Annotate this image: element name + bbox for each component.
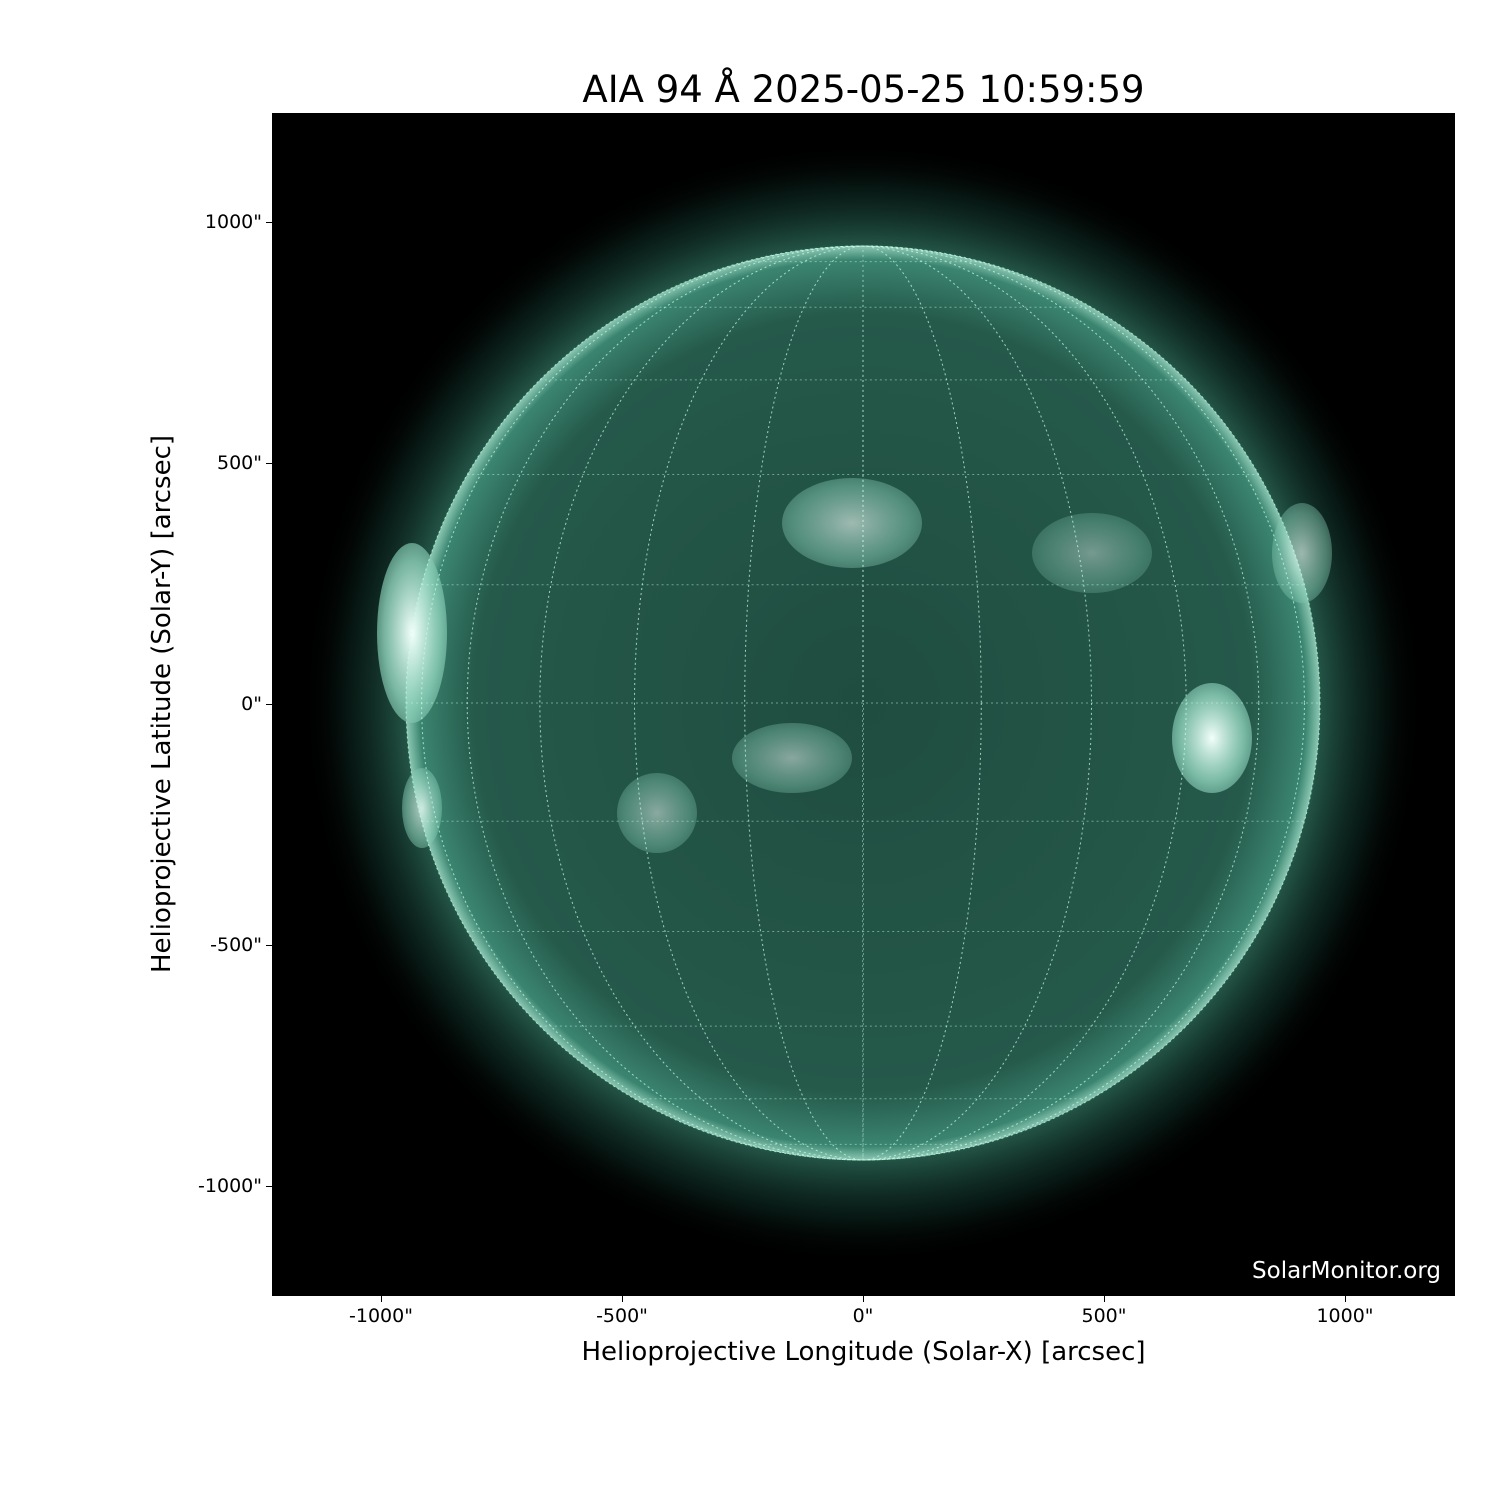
longitude-line xyxy=(466,245,1260,1161)
active-regions xyxy=(377,478,1332,853)
watermark: SolarMonitor.org xyxy=(1252,1258,1441,1284)
longitude-line xyxy=(744,245,982,1161)
y-tick-label: 500" xyxy=(216,452,262,474)
longitude-line xyxy=(539,245,1187,1161)
y-axis-label: Helioprojective Latitude (Solar-Y) [arcs… xyxy=(147,434,177,974)
longitude-line xyxy=(634,245,1092,1161)
longitude-line xyxy=(405,245,1321,1161)
y-tick-mark xyxy=(266,463,272,464)
x-tick-label: 500" xyxy=(1081,1305,1127,1327)
longitude-line xyxy=(539,245,1187,1161)
x-tick-label: 0" xyxy=(852,1305,874,1327)
x-tick-label: -1000" xyxy=(349,1305,413,1327)
y-tick-label: -500" xyxy=(210,934,262,956)
y-tick-mark xyxy=(266,704,272,705)
longitude-line xyxy=(421,245,1305,1161)
y-tick-label: -1000" xyxy=(198,1175,262,1197)
y-tick-label: 1000" xyxy=(204,211,262,233)
x-tick-mark xyxy=(1104,1296,1105,1302)
y-tick-mark xyxy=(266,222,272,223)
x-tick-mark xyxy=(381,1296,382,1302)
longitude-line xyxy=(862,245,864,1161)
x-tick-label: -500" xyxy=(596,1305,648,1327)
longitude-line xyxy=(466,245,1260,1161)
longitude-line xyxy=(421,245,1305,1161)
solar-disk-image xyxy=(303,143,1423,1263)
y-tick-label: 0" xyxy=(241,693,262,715)
x-tick-mark xyxy=(863,1296,864,1302)
x-tick-mark xyxy=(1345,1296,1346,1302)
x-axis-label: Helioprojective Longitude (Solar-X) [arc… xyxy=(581,1337,1146,1367)
longitude-line xyxy=(634,245,1092,1161)
x-tick-label: 1000" xyxy=(1316,1305,1374,1327)
solar-image-panel: SolarMonitor.org xyxy=(272,113,1455,1296)
x-tick-mark xyxy=(622,1296,623,1302)
longitude-line xyxy=(405,245,1321,1161)
plot-title: AIA 94 Å 2025-05-25 10:59:59 xyxy=(582,68,1145,111)
longitude-line xyxy=(744,245,982,1161)
y-tick-mark xyxy=(266,1186,272,1187)
y-tick-mark xyxy=(266,945,272,946)
heliographic-grid xyxy=(405,245,1321,1161)
